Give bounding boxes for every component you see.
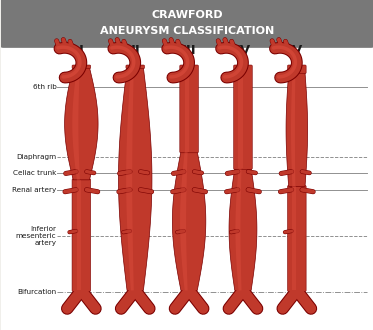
Text: II: II <box>130 44 140 57</box>
Polygon shape <box>126 68 134 290</box>
Text: Inferior
mesenteric
artery: Inferior mesenteric artery <box>16 226 56 246</box>
FancyBboxPatch shape <box>72 65 91 69</box>
Polygon shape <box>235 168 241 290</box>
Text: Bifurcation: Bifurcation <box>17 289 56 295</box>
Polygon shape <box>291 73 295 186</box>
Text: V: V <box>292 44 302 57</box>
FancyBboxPatch shape <box>0 0 373 48</box>
Text: Celiac trunk: Celiac trunk <box>13 170 56 176</box>
Bar <box>292 66 297 73</box>
FancyBboxPatch shape <box>233 65 252 169</box>
Bar <box>292 186 297 290</box>
Text: I: I <box>79 44 84 57</box>
Polygon shape <box>119 68 152 290</box>
Text: CRAWFORD: CRAWFORD <box>151 10 223 20</box>
Text: Renal artery: Renal artery <box>12 187 56 193</box>
Polygon shape <box>72 68 80 180</box>
Bar <box>77 180 81 290</box>
Text: Diaphragm: Diaphragm <box>16 154 56 160</box>
FancyBboxPatch shape <box>288 185 306 291</box>
FancyBboxPatch shape <box>180 65 198 153</box>
Text: III: III <box>182 44 197 57</box>
Text: ANEURYSM CLASSIFICATION: ANEURYSM CLASSIFICATION <box>100 26 275 36</box>
FancyBboxPatch shape <box>72 179 91 291</box>
Polygon shape <box>172 152 206 290</box>
Text: IV: IV <box>235 44 251 57</box>
Polygon shape <box>180 152 188 290</box>
Bar <box>131 66 135 68</box>
Text: 6th rib: 6th rib <box>32 84 56 90</box>
FancyBboxPatch shape <box>126 65 144 69</box>
Polygon shape <box>286 73 308 186</box>
Bar <box>238 66 242 168</box>
FancyBboxPatch shape <box>288 65 306 74</box>
Polygon shape <box>229 168 257 290</box>
Bar <box>77 66 81 68</box>
Bar <box>185 66 189 152</box>
Polygon shape <box>65 68 98 180</box>
